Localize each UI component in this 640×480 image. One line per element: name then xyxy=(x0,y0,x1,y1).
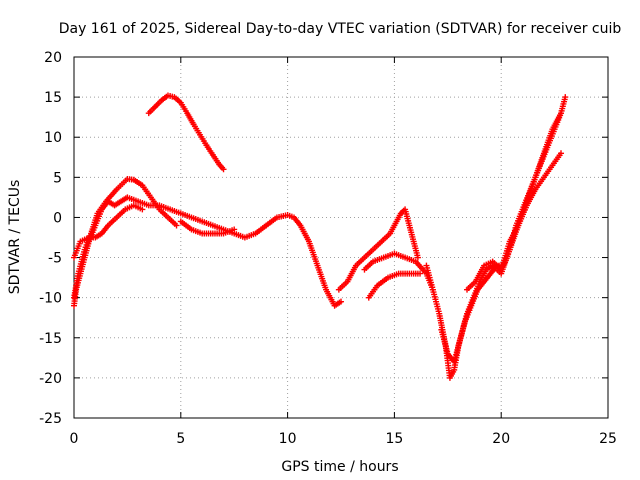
x-tick-label: 25 xyxy=(599,431,617,447)
data-point xyxy=(220,166,227,173)
data-point xyxy=(417,270,424,277)
y-tick-label: 20 xyxy=(44,50,62,66)
x-tick-label: 0 xyxy=(70,431,79,447)
series-trace-10 xyxy=(438,110,565,365)
y-tick-label: 10 xyxy=(44,130,62,146)
x-axis-label: GPS time / hours xyxy=(281,459,398,475)
series-trace-1 xyxy=(71,194,344,309)
y-tick-label: -25 xyxy=(39,411,62,427)
series-trace-6 xyxy=(335,206,421,293)
data-point xyxy=(173,222,180,229)
y-tick-label: 15 xyxy=(44,90,62,106)
data-point xyxy=(558,150,565,157)
y-axis-label: SDTVAR / TECUs xyxy=(7,180,23,295)
y-tick-label: -20 xyxy=(39,371,62,387)
data-point xyxy=(139,206,146,213)
x-tick-label: 5 xyxy=(176,431,185,447)
y-tick-label: -15 xyxy=(39,331,62,347)
y-tick-label: -10 xyxy=(39,291,62,307)
series-trace-5 xyxy=(145,92,227,173)
plot-frame xyxy=(73,56,609,419)
axis-ticks: 0 5 10 15 20 25 -25 -20 -15 -10 -5 0 5 10 15 20 xyxy=(39,50,617,447)
series-trace-4 xyxy=(177,218,238,237)
series-trace-3 xyxy=(71,202,146,261)
x-tick-label: 15 xyxy=(385,431,403,447)
y-tick-label: 5 xyxy=(53,170,62,186)
series-trace-11 xyxy=(464,150,565,293)
data-point xyxy=(562,94,569,101)
y-tick-label: -5 xyxy=(48,251,62,267)
data-point xyxy=(231,226,238,233)
data-series xyxy=(71,92,569,381)
series-trace-2 xyxy=(71,175,180,301)
series-trace-8 xyxy=(365,270,424,301)
chart-title: Day 161 of 2025, Sidereal Day-to-day VTE… xyxy=(59,21,622,37)
y-tick-label: 0 xyxy=(53,210,62,226)
data-point xyxy=(414,254,421,261)
x-tick-label: 10 xyxy=(279,431,297,447)
series-trace-7 xyxy=(361,250,436,293)
x-tick-label: 20 xyxy=(492,431,510,447)
data-point xyxy=(338,298,344,305)
data-point xyxy=(558,110,565,117)
